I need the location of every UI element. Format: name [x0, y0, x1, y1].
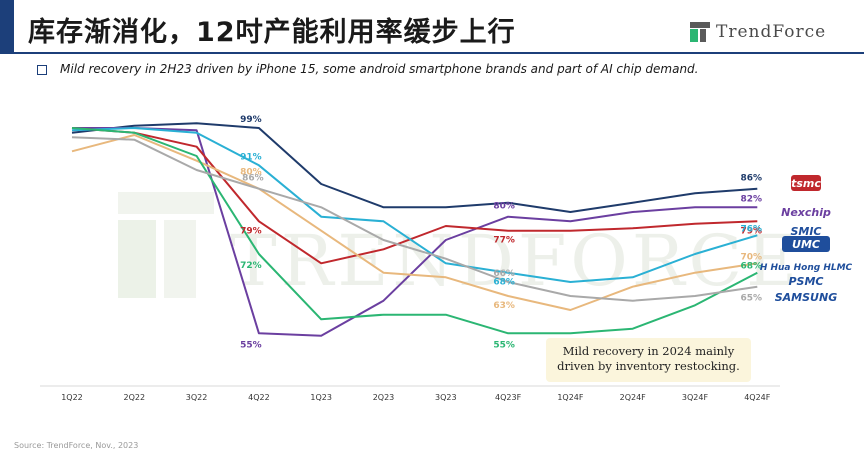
- title-bar: 库存渐消化，12吋产能利用率缓步上行 TrendForce: [0, 0, 864, 60]
- x-tick-label: 1Q22: [61, 393, 83, 402]
- subtitle: Mild recovery in 2H23 driven by iPhone 1…: [60, 62, 699, 76]
- legend-item: tsmc: [791, 177, 821, 190]
- data-label-psmc: 55%: [493, 340, 515, 350]
- data-label-hua-hong: 80%: [240, 168, 262, 178]
- x-tick-label: 4Q24F: [744, 393, 771, 402]
- x-tick-label: 2Q24F: [620, 393, 647, 402]
- data-label-psmc: 72%: [240, 261, 262, 271]
- data-labels: 99% 86% 55% 80% 82% 79% 77% 79% 91% 68% 76% 80% 63% 7…: [240, 115, 762, 350]
- x-tick-label: 1Q24F: [557, 393, 584, 402]
- series-line-smic: [71, 127, 758, 265]
- data-label-tsmc: 86%: [741, 174, 763, 184]
- legend-item: SMIC: [790, 225, 821, 238]
- data-label-umc: 91%: [240, 152, 262, 162]
- title-rule: [0, 52, 864, 54]
- legend-item: H Hua Hong HLMC: [760, 263, 853, 273]
- bullet-square-icon: [37, 65, 47, 75]
- legend-item: Nexchip: [781, 206, 831, 219]
- data-label-hua-hong: 63%: [493, 301, 515, 311]
- x-tick-label: 1Q23: [310, 393, 332, 402]
- series-line-psmc: [71, 127, 758, 335]
- title-accent: [0, 0, 14, 52]
- x-tick-label: 4Q23F: [495, 393, 522, 402]
- data-label-nexchip: 82%: [741, 194, 763, 204]
- data-label-psmc: 68%: [741, 262, 763, 272]
- data-label-tsmc: 99%: [240, 115, 262, 125]
- series-line-nexchip: [72, 127, 758, 337]
- watermark-logo-bar: [118, 192, 214, 214]
- source-footer: Source: TrendForce, Nov., 2023: [14, 441, 139, 450]
- utilization-line-chart: TRENDFORCE 99% 86% 55% 80% 82% 79% 77% 79% 91% 68…: [40, 115, 853, 402]
- series-line-umc: [71, 127, 758, 283]
- data-label-samsung: 86%: [242, 174, 264, 184]
- brand-logo: TrendForce: [690, 20, 826, 44]
- legend-item: UMC: [792, 238, 820, 251]
- legend-item: PSMC: [788, 275, 823, 288]
- data-label-samsung: 65%: [741, 294, 763, 304]
- data-label-smic: 79%: [741, 226, 763, 236]
- data-label-nexchip: 55%: [240, 340, 262, 350]
- data-label-hua-hong: 70%: [741, 252, 763, 262]
- trendforce-logo-icon: [690, 22, 710, 42]
- series-lines: [71, 122, 758, 337]
- annotation-box: Mild recovery in 2024 mainly driven by i…: [546, 338, 751, 382]
- watermark-logo-stem: [118, 220, 156, 298]
- x-tick-label: 3Q22: [186, 393, 208, 402]
- x-tick-label: 2Q23: [373, 393, 395, 402]
- x-axis-ticks: 1Q22 2Q22 3Q22 4Q22 1Q23 2Q23 3Q23 4Q23F 1Q24F 2Q…: [61, 393, 771, 402]
- data-label-umc: 76%: [741, 224, 763, 234]
- series-line-tsmc: [71, 122, 758, 213]
- watermark-logo-stem: [164, 220, 196, 298]
- data-label-samsung: 66%: [493, 269, 515, 279]
- data-label-smic: 77%: [493, 236, 515, 246]
- data-label-nexchip: 80%: [493, 202, 515, 212]
- x-tick-label: 3Q23: [435, 393, 457, 402]
- x-tick-label: 2Q22: [124, 393, 146, 402]
- legend-badge: [791, 175, 821, 191]
- x-tick-label: 4Q22: [248, 393, 270, 402]
- legend-badge: [782, 236, 830, 252]
- x-tick-label: 3Q24F: [682, 393, 709, 402]
- series-line-samsung: [71, 136, 758, 302]
- brand-name: TrendForce: [716, 22, 827, 42]
- legend-item: SAMSUNG: [775, 291, 837, 304]
- series-line-hua-hong: [71, 134, 758, 311]
- data-label-umc: 68%: [493, 278, 515, 288]
- watermark-text: TRENDFORCE: [230, 220, 801, 302]
- page-title: 库存渐消化，12吋产能利用率缓步上行: [28, 17, 516, 48]
- data-label-smic: 79%: [240, 226, 262, 236]
